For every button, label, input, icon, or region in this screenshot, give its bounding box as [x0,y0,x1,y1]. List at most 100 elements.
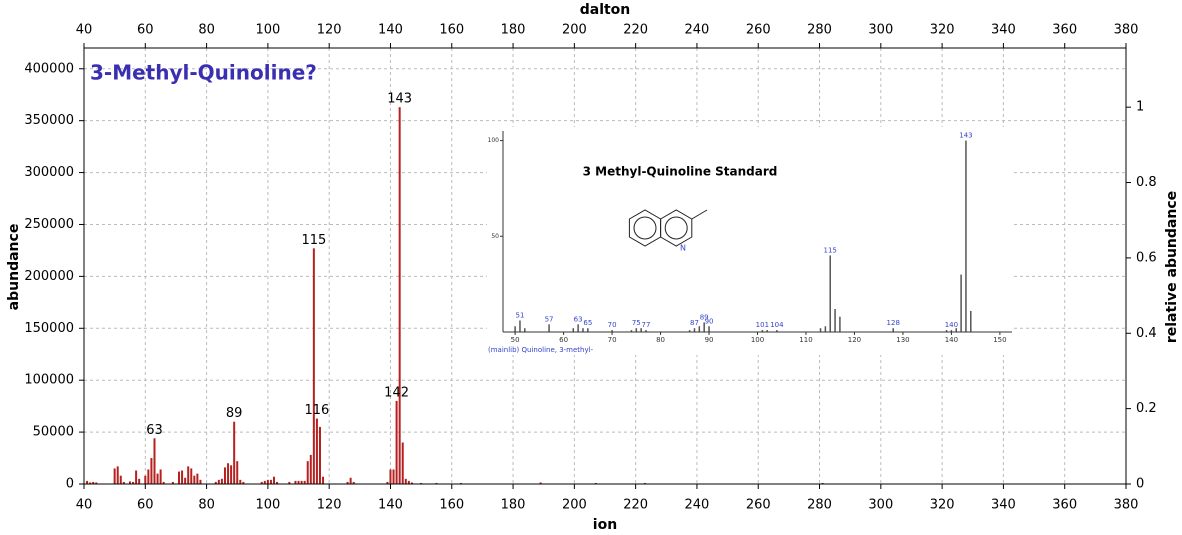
inset-x-tick-label: 150 [993,336,1006,344]
inset-x-tick-label: 110 [799,336,812,344]
bar [162,481,165,484]
bar [572,328,575,332]
bar [389,469,392,484]
peak-label: 89 [226,406,243,421]
inset-caption: (mainlib) Quinoline, 3-methyl- [488,346,594,354]
bar [187,466,190,484]
y2-tick-label: 0.6 [1136,250,1157,265]
bar [839,316,841,332]
bar [635,328,638,332]
bar [122,481,125,484]
peak-label: 116 [305,403,330,418]
peak-label: 63 [574,315,583,323]
bar [266,479,269,484]
bar [950,330,953,332]
y2-tick-label: 0.4 [1136,326,1157,341]
bar [312,248,315,484]
bar [273,476,276,484]
bar [352,481,355,484]
x2-tick-label: 200 [562,23,587,38]
x-tick-label: 200 [562,498,587,513]
bar [577,324,579,332]
x-tick-label: 140 [378,498,403,513]
x2-tick-label: 380 [1114,23,1139,38]
bar [318,426,321,484]
bar [92,481,95,484]
bar [349,477,352,484]
bar [643,482,646,484]
bar [401,442,404,484]
inset-x-tick-label: 120 [848,336,861,344]
x-tick-label: 120 [317,498,342,513]
y-tick-label: 50000 [33,425,74,440]
bar [119,475,122,484]
x-tick-label: 260 [746,498,771,513]
bar [776,330,778,332]
bar [539,482,542,484]
x2-axis-label: dalton [580,2,631,18]
peak-label: 140 [945,321,958,329]
inset-y-tick-label: 100 [488,137,500,144]
plot-frame [83,47,1127,485]
bar [263,480,266,484]
peak-label: 57 [545,315,554,323]
x-tick-label: 40 [76,498,93,513]
peak-label: 115 [824,246,837,254]
bar [346,481,349,484]
peak-label: 115 [301,233,326,248]
bar [955,328,958,332]
chart-title: 3-Methyl-Quinoline? [90,61,317,85]
x2-tick-label: 140 [378,23,403,38]
bar [138,478,141,484]
bar [582,328,584,332]
inset-x-tick-label: 50 [511,336,520,344]
x2-tick-label: 260 [746,23,771,38]
bar [514,326,516,332]
bar [819,328,822,332]
peak-label: 101 [756,321,769,329]
x2-tick-label: 300 [868,23,893,38]
bar [220,478,223,484]
bar [239,479,242,484]
bar [227,463,230,484]
bar [159,469,162,484]
x2-tick-label: 280 [807,23,832,38]
y-tick-label: 300000 [24,165,74,180]
bar [970,310,972,332]
bar [693,328,696,332]
structure [628,209,708,247]
x-tick-label: 100 [255,498,280,513]
peak-label: 143 [387,92,412,107]
x-tick-label: 360 [1052,498,1077,513]
bar [594,482,597,484]
x-tick-label: 320 [930,498,955,513]
bar [960,274,962,332]
peak-label: 89 [700,313,709,321]
bar [587,328,589,332]
y-tick-label: 150000 [24,321,74,336]
bar [116,466,119,484]
x2-tick-label: 240 [685,23,710,38]
ring-circle [664,216,688,240]
peak-label: 87 [690,319,699,327]
x2-tick-label: 40 [76,23,93,38]
peak-label: 142 [384,385,409,400]
peak-label: 128 [887,319,900,327]
bar [171,481,174,484]
y-tick-label: 200000 [24,269,74,284]
bar [306,461,309,484]
bar [297,480,300,484]
y-tick-label: 400000 [24,61,74,76]
x2-tick-label: 80 [198,23,215,38]
x-axis-label: ion [593,517,617,533]
x2-tick-label: 60 [137,23,154,38]
y2-tick-label: 0.8 [1136,175,1157,190]
bar [761,330,764,332]
bar [144,475,147,484]
peak-label: 104 [770,321,784,329]
x-tick-label: 300 [868,498,893,513]
peak-label: 143 [959,132,972,140]
y-tick-label: 0 [66,477,74,492]
x-tick-label: 340 [991,498,1016,513]
